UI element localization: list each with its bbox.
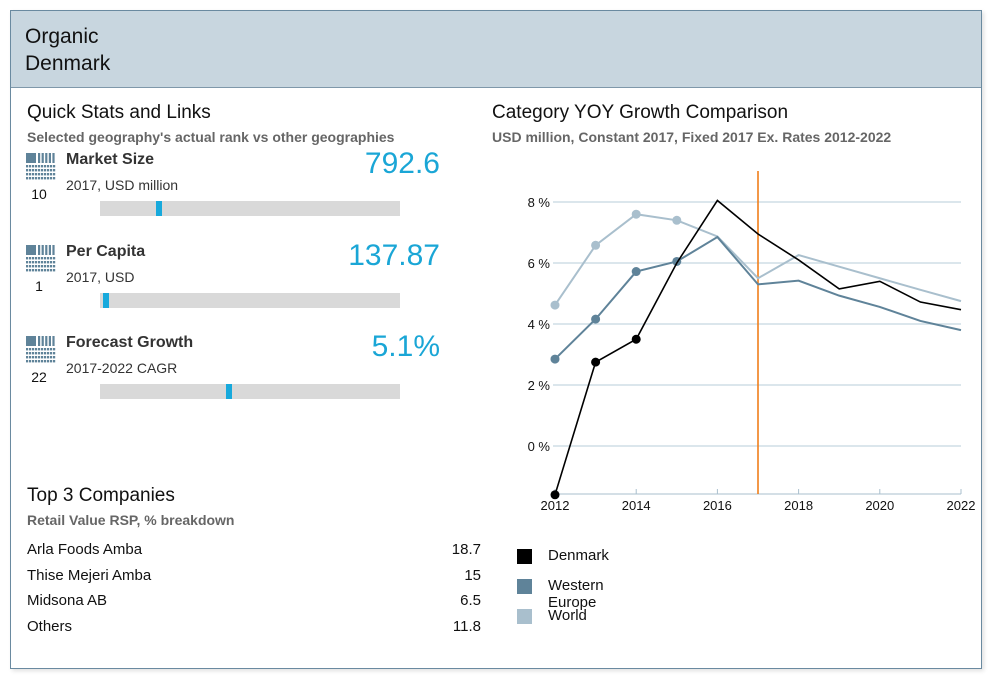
companies-subtitle: Retail Value RSP, % breakdown — [27, 512, 235, 528]
company-name: Others — [27, 617, 73, 635]
rank-marker — [155, 201, 162, 216]
company-row: Midsona AB 6.5 — [27, 592, 481, 618]
company-share: 6.5 — [460, 592, 481, 609]
companies-table: Arla Foods Amba 18.7 Thise Mejeri Amba 15 … — [27, 541, 481, 643]
company-name: Midsona AB — [27, 592, 108, 609]
legend-swatch-denmark — [517, 549, 532, 564]
category-name: Organic — [25, 25, 99, 48]
stat-forecast-growth[interactable]: 22 Forecast Growth 2017-2022 CAGR 5.1% — [26, 330, 440, 416]
company-row: Thise Mejeri Amba 15 — [27, 567, 481, 593]
quick-stats-subtitle: Selected geography's actual rank vs othe… — [27, 129, 395, 145]
legend-label: Denmark — [548, 547, 609, 564]
stat-value: 137.87 — [348, 239, 440, 272]
chart-title: Category YOY Growth Comparison — [492, 102, 789, 123]
quick-stats-title: Quick Stats and Links — [27, 102, 211, 123]
page-title: Organic Denmark — [25, 23, 110, 77]
legend-label: World — [548, 607, 587, 624]
rank-marker — [226, 384, 233, 399]
legend-swatch-western-europe — [517, 579, 532, 594]
legend-swatch-world — [517, 609, 532, 624]
stat-per-capita[interactable]: 1 Per Capita 2017, USD 137.87 — [26, 239, 440, 325]
company-name: Arla Foods Amba — [27, 541, 143, 558]
legend-label: Western Europe — [548, 577, 604, 611]
rank-bar — [100, 384, 400, 399]
stat-sublabel: 2017-2022 CAGR — [66, 360, 178, 376]
rank-bar — [100, 293, 400, 308]
stat-market-size[interactable]: 10 Market Size 2017, USD million 792.6 — [26, 147, 440, 233]
stat-label: Market Size — [66, 151, 155, 168]
card-header: Organic Denmark — [11, 11, 981, 88]
rank-number: 22 — [31, 369, 47, 385]
rank-number: 10 — [31, 186, 47, 202]
stat-value: 792.6 — [364, 147, 440, 180]
rank-bar — [100, 201, 400, 216]
stat-value: 5.1% — [371, 330, 440, 363]
rank-grid-icon — [26, 336, 56, 363]
rank-number: 1 — [35, 278, 43, 294]
company-share: 11.8 — [452, 617, 481, 635]
stat-label: Per Capita — [66, 243, 146, 260]
geography-name: Denmark — [25, 52, 111, 75]
rank-grid-icon — [26, 245, 56, 272]
company-name: Thise Mejeri Amba — [27, 566, 152, 584]
stat-sublabel: 2017, USD — [66, 269, 135, 285]
stat-label: Forecast Growth — [66, 334, 194, 351]
rank-grid-icon — [26, 153, 56, 180]
stat-sublabel: 2017, USD million — [66, 177, 179, 193]
company-row: Others 11.8 — [27, 618, 481, 644]
companies-title: Top 3 Companies — [27, 485, 175, 506]
company-row: Arla Foods Amba 18.7 — [27, 541, 481, 567]
rank-marker — [102, 293, 109, 308]
company-share: 18.7 — [451, 541, 481, 558]
chart-subtitle: USD million, Constant 2017, Fixed 2017 E… — [492, 129, 892, 145]
company-share: 15 — [464, 566, 481, 584]
